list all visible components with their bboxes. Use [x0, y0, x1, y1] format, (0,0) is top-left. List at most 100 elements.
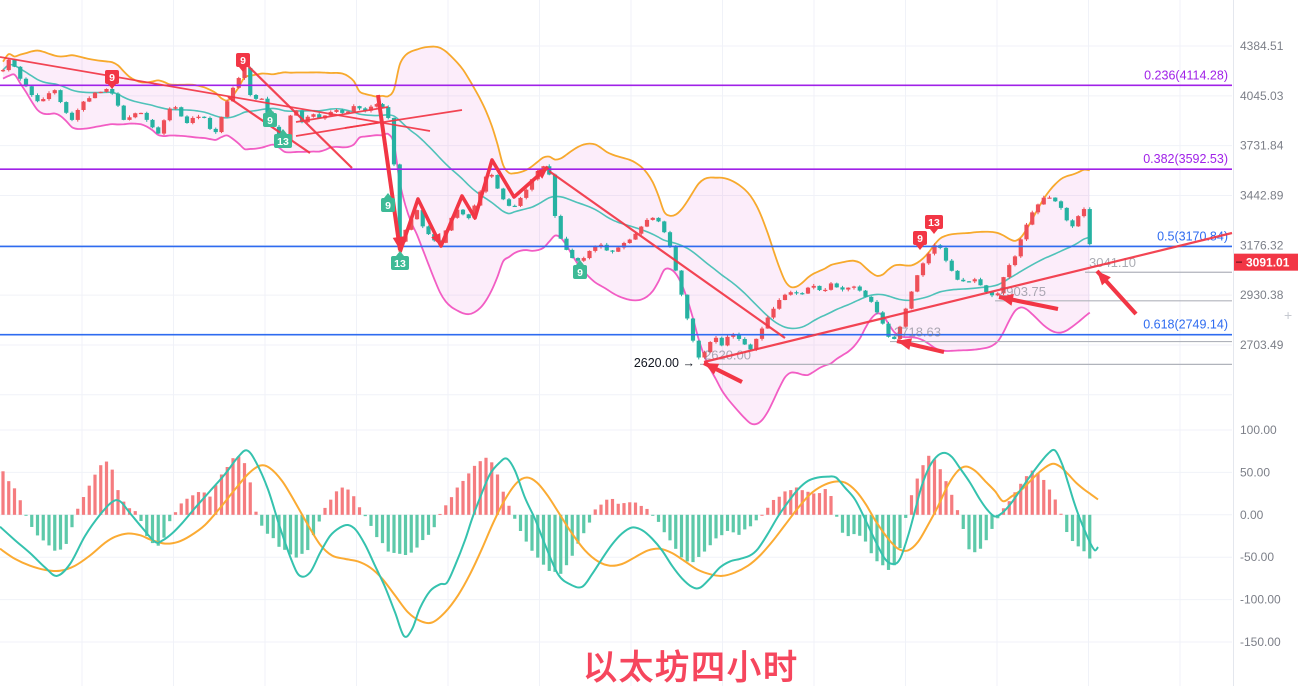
candle-body [0, 70, 6, 72]
candle-body [708, 342, 713, 353]
candle-body [748, 344, 753, 350]
macd-histogram-bar [168, 514, 172, 522]
axis-plus-icon[interactable]: + [1284, 307, 1292, 323]
macd-histogram-bar [961, 514, 965, 529]
candle-body [18, 66, 23, 79]
candle-body [851, 286, 857, 288]
candle-body [897, 326, 903, 339]
td-badge [105, 70, 119, 84]
candle-body [1001, 277, 1006, 294]
macd-histogram-bar [524, 514, 528, 542]
macd-axis-tick-label: -150.00 [1240, 635, 1281, 649]
macd-histogram-bar [70, 514, 74, 528]
thick-stroke[interactable] [376, 94, 402, 251]
candle-body [144, 112, 149, 120]
macd-histogram-bar [904, 514, 908, 518]
macd-histogram-bar [1030, 470, 1034, 515]
macd-histogram-bar [547, 514, 551, 571]
macd-histogram-bar [633, 502, 638, 515]
candle-body [943, 247, 949, 261]
macd-histogram-bar [329, 499, 333, 515]
macd-histogram-bar [41, 514, 45, 541]
candle-body [104, 88, 109, 92]
pointer-arrow-head [1097, 271, 1111, 286]
candle-body [1041, 197, 1046, 205]
macd-histogram-bar [737, 514, 741, 535]
macd-histogram-bar [375, 514, 379, 538]
candle-body [995, 293, 1000, 296]
td-badge-label: 9 [917, 233, 923, 245]
macd-histogram-bar [311, 514, 316, 536]
trend-line[interactable] [548, 170, 786, 339]
candle-body [771, 308, 776, 318]
trend-line[interactable] [0, 56, 431, 132]
trend-line[interactable] [703, 231, 1233, 364]
candle-body [363, 108, 368, 111]
macd-histogram-bar [1088, 514, 1092, 559]
macd-histogram-bar [789, 490, 793, 515]
td-badge [925, 215, 943, 229]
candle-body [650, 217, 655, 220]
candle-body [391, 117, 397, 165]
macd-histogram-bar [231, 458, 235, 515]
macd-histogram-bar [938, 469, 942, 515]
candle-body [593, 246, 598, 251]
macd-histogram-bar [616, 503, 620, 515]
candle-body [765, 317, 770, 329]
macd-histogram-bar [352, 496, 356, 515]
macd-histogram-bar [967, 514, 971, 550]
candle-body [1058, 201, 1064, 208]
macd-histogram-bar [587, 514, 592, 523]
td-badge-label: 9 [267, 115, 273, 127]
trend-line[interactable] [245, 63, 353, 169]
candle-body [725, 336, 730, 346]
macd-histogram-bar [283, 514, 287, 550]
macd-histogram-bar [1007, 501, 1011, 515]
macd-histogram-bar [645, 508, 649, 515]
candle-body [989, 292, 995, 296]
candle-body [972, 279, 977, 282]
macd-histogram-bar [64, 514, 68, 544]
macd-histogram-bar [438, 513, 442, 515]
macd-histogram-bar [271, 514, 275, 539]
macd-histogram-bar [288, 514, 293, 555]
macd-histogram-bar [265, 514, 270, 534]
candle-body [604, 244, 609, 251]
macd-histogram-bar [915, 478, 919, 515]
candle-body [874, 301, 880, 313]
trend-line[interactable] [344, 109, 463, 129]
candle-body [794, 292, 799, 294]
candle-body [472, 205, 477, 219]
price-axis-background[interactable] [1234, 0, 1298, 686]
candle-body [800, 293, 805, 295]
trend-line[interactable] [295, 106, 389, 123]
macd-histogram-bar [53, 514, 57, 551]
candle-body [966, 281, 972, 283]
zigzag-arrow-head [535, 167, 548, 179]
candle-body [667, 232, 673, 248]
macd-histogram-bar [202, 492, 206, 515]
macd-histogram-bar [254, 511, 258, 515]
td-badge [274, 134, 292, 148]
macd-histogram-bar [668, 514, 672, 541]
axis-separator [1233, 0, 1234, 686]
macd-histogram-bar [386, 514, 390, 552]
macd-histogram-bar [748, 514, 753, 527]
macd-histogram-bar [1053, 499, 1057, 515]
candle-body [64, 102, 69, 113]
candle-body [627, 239, 632, 243]
macd-histogram-bar [185, 498, 189, 515]
macd-histogram-bar [317, 514, 321, 522]
candle-body [35, 95, 40, 102]
candle-body [466, 214, 471, 219]
candle-body [782, 294, 788, 301]
td-badge-label: 9 [577, 267, 583, 279]
zigzag-annotation[interactable] [398, 158, 550, 253]
candle-body [495, 174, 500, 189]
macd-histogram-bar [403, 514, 408, 556]
candle-body [869, 296, 874, 302]
macd-histogram-bar [691, 514, 695, 563]
td-badge-pointer [396, 251, 404, 256]
